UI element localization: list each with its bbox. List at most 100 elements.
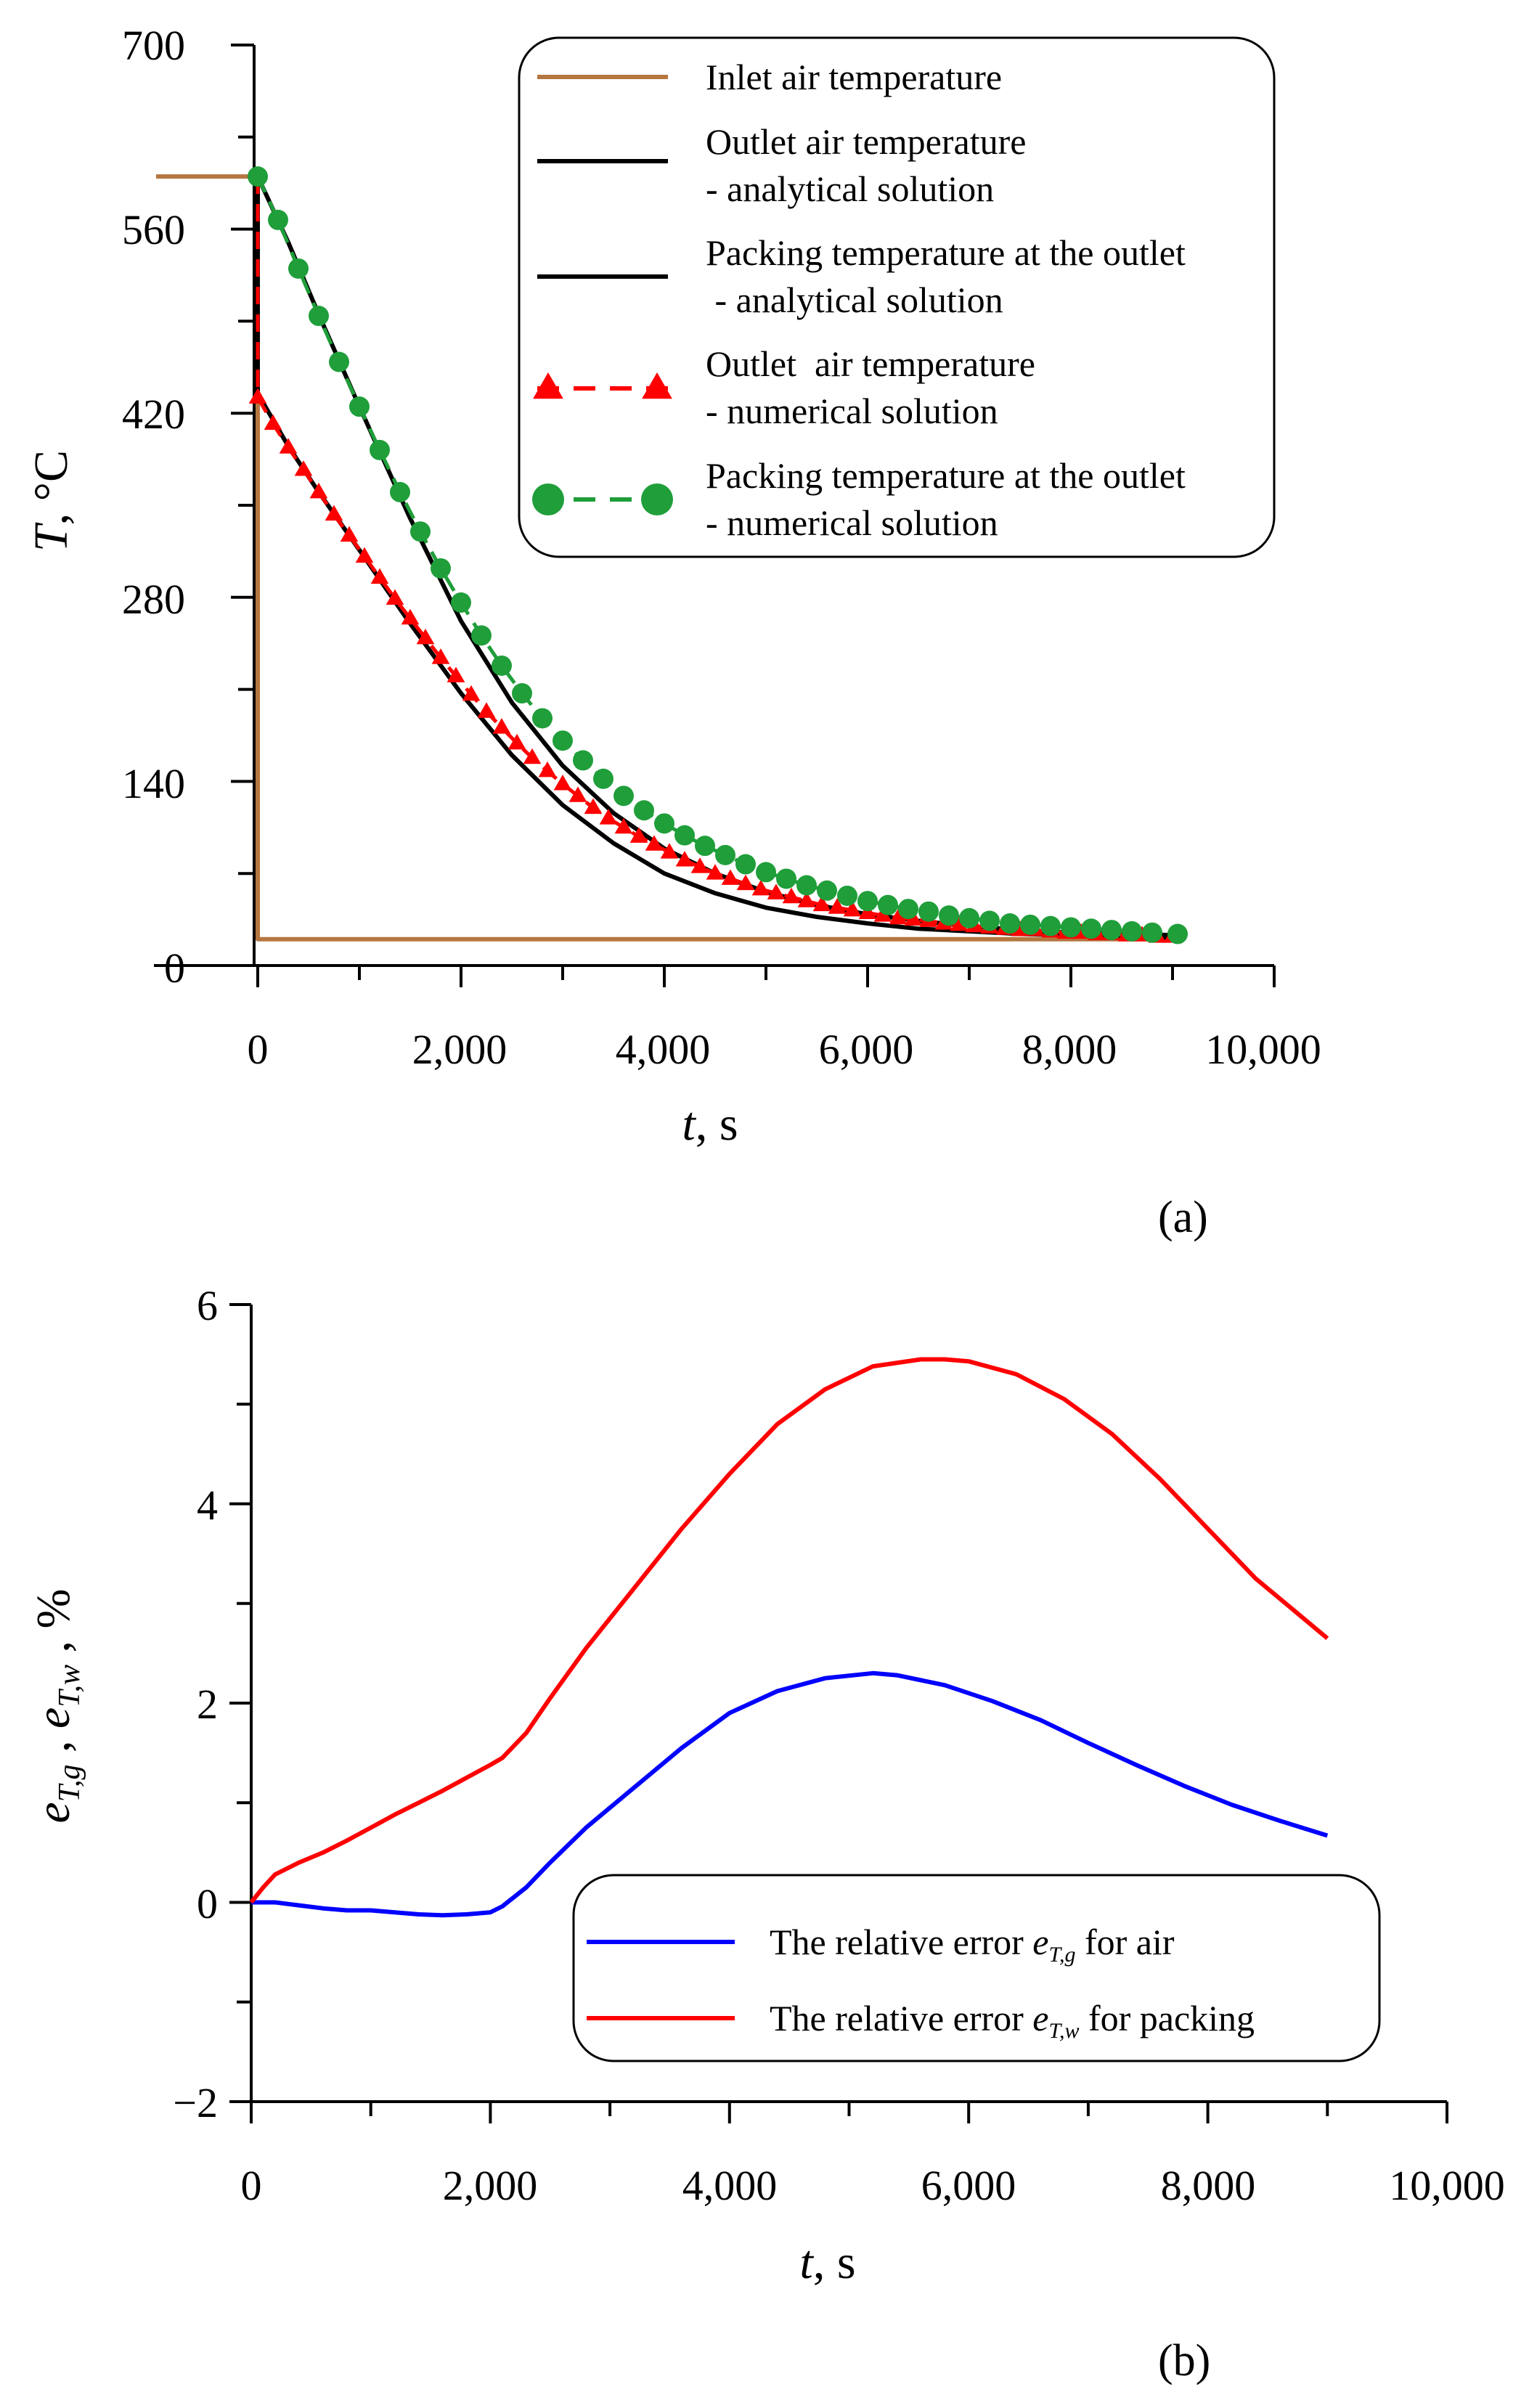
- panel-b-ytick-label: 4: [197, 1482, 218, 1529]
- legend-label-outlet-analytical-2: - analytical solution: [706, 168, 994, 209]
- panel-a-label-text: (a): [1158, 1193, 1208, 1242]
- legend-swatch-outlet-numerical: [533, 372, 672, 399]
- packing-numerical-marker: [796, 875, 817, 896]
- outlet-numerical-marker: [599, 809, 618, 825]
- packing-numerical-marker: [532, 708, 553, 729]
- outlet-numerical-marker: [309, 482, 328, 499]
- outlet-numerical-marker: [279, 438, 298, 454]
- packing-numerical-marker: [1101, 920, 1122, 941]
- packing-numerical-marker: [857, 891, 878, 912]
- panel-b-y-axis-title: eT,g , eT,w , %: [27, 1588, 86, 1823]
- panel-b-x-axis-unit: , s: [813, 2236, 856, 2289]
- packing-numerical-marker: [248, 166, 268, 187]
- legend-label-inlet: Inlet air temperature: [706, 57, 1002, 97]
- packing-numerical-marker: [837, 885, 857, 906]
- outlet-numerical-marker: [568, 786, 587, 802]
- series-error-packing-line: [249, 1357, 1329, 1904]
- panel-a-ytick-label: 140: [122, 760, 185, 807]
- outlet-numerical-marker: [889, 908, 908, 925]
- packing-numerical-marker: [1081, 918, 1101, 939]
- panel-a-x-axis-title: t, s: [682, 1098, 738, 1151]
- outlet-numerical-marker: [386, 589, 404, 605]
- outlet-numerical-marker: [264, 414, 282, 430]
- outlet-numerical-marker: [828, 898, 847, 914]
- legend-label-error-packing-sym: e: [1032, 1998, 1048, 2038]
- panel-b-xtick-label: 4,000: [682, 2162, 778, 2209]
- panel-b-y-axis-sub2: T,w: [53, 1665, 86, 1707]
- legend-circle-marker: [532, 483, 564, 515]
- outlet-numerical-marker: [706, 864, 725, 880]
- packing-numerical-marker: [288, 258, 309, 279]
- outlet-numerical-marker: [340, 526, 359, 542]
- outlet-numerical-marker: [507, 733, 526, 750]
- legend-label-error-air: The relative error eT,g for air: [770, 1922, 1175, 1967]
- legend-label-error-packing-sub: T,w: [1048, 2019, 1079, 2043]
- outlet-numerical-marker: [401, 608, 420, 625]
- panel-a-xtick-label: 2,000: [412, 1026, 507, 1073]
- outlet-numerical-marker: [248, 388, 267, 404]
- legend-label-outlet-numerical-1: Outlet air temperature: [706, 343, 1035, 384]
- packing-numerical-marker: [349, 396, 370, 417]
- legend-circle-marker: [641, 483, 673, 515]
- outlet-numerical-marker: [523, 748, 542, 764]
- outlet-numerical-marker: [736, 874, 755, 891]
- outlet-numerical-marker: [660, 843, 679, 859]
- outlet-numerical-marker: [843, 900, 862, 917]
- legend-triangle-marker: [533, 372, 563, 399]
- packing-numerical-marker: [593, 768, 613, 789]
- outlet-numerical-marker: [584, 798, 603, 815]
- legend-label-error-packing: The relative error eT,w for packing: [770, 1998, 1255, 2043]
- packing-numerical-marker: [979, 910, 1000, 931]
- packing-numerical-marker: [370, 439, 390, 460]
- panel-b-y-axis-e1: e: [27, 1802, 80, 1823]
- panel-a-xtick-label: 4,000: [616, 1026, 711, 1073]
- packing-numerical-marker: [918, 901, 939, 922]
- packing-numerical-marker: [959, 907, 979, 928]
- panel-a-label: (a): [1158, 1193, 1208, 1242]
- packing-numerical-marker: [512, 683, 532, 704]
- legend-label-error-air-post: for air: [1075, 1922, 1174, 1962]
- panel-a-legend-box: [518, 36, 1276, 558]
- panel-b-x-axis-title: t, s: [799, 2236, 855, 2289]
- packing-numerical-marker: [715, 844, 735, 865]
- packing-numerical-marker: [817, 880, 837, 901]
- legend-label-packing-analytical-2: - analytical solution: [706, 279, 1003, 320]
- packing-numerical-marker: [1167, 923, 1188, 944]
- panel-b-y-axis-sub1: T,g: [53, 1765, 86, 1803]
- panel-a-ytick-label: 0: [164, 944, 185, 992]
- outlet-numerical-marker: [477, 702, 496, 718]
- packing-numerical-marker: [431, 558, 451, 579]
- packing-numerical-marker: [553, 730, 573, 751]
- packing-numerical-marker: [471, 625, 492, 646]
- outlet-numerical-marker: [767, 883, 786, 899]
- panel-a-xtick-label: 10,000: [1205, 1026, 1321, 1073]
- legend-label-packing-numerical-1: Packing temperature at the outlet: [706, 455, 1186, 496]
- series-inlet-line: [156, 174, 1178, 942]
- legend-label-error-air-sub: T,g: [1048, 1943, 1075, 1967]
- packing-numerical-marker: [268, 209, 288, 230]
- panel-b-y-axis-unit: , %: [27, 1588, 80, 1664]
- outlet-numerical-marker: [812, 895, 831, 912]
- panel-a-xtick-label: 0: [248, 1026, 269, 1073]
- legend-label-error-air-sym: e: [1032, 1922, 1048, 1962]
- panel-b-chart: 6 4 2 0 −2 0 2,000 4,000 6,000 8,000 10,…: [27, 1282, 1505, 2385]
- panel-a-y-axis-var: T: [25, 522, 78, 552]
- packing-numerical-marker: [451, 592, 471, 613]
- packing-numerical-marker: [898, 899, 918, 920]
- packing-numerical-marker: [613, 785, 634, 807]
- panel-b-xtick-label: 8,000: [1161, 2162, 1256, 2209]
- outlet-numerical-marker: [614, 817, 633, 834]
- panel-a-legend: Inlet air temperature Outlet air tempera…: [518, 36, 1276, 558]
- outlet-numerical-marker: [462, 685, 481, 701]
- packing-numerical-marker: [329, 351, 349, 372]
- series-error-air-line: [251, 1670, 1329, 1918]
- outlet-numerical-marker: [416, 628, 435, 645]
- panel-b-legend: The relative error eT,g for air The rela…: [572, 1874, 1381, 2062]
- outlet-numerical-marker: [858, 903, 877, 919]
- panel-b-xtick-label: 6,000: [921, 2162, 1016, 2209]
- outlet-numerical-marker: [645, 835, 664, 851]
- panel-a-ytick-label: 420: [122, 391, 185, 438]
- panel-b-ytick-label: −2: [173, 2079, 218, 2126]
- panel-b-x-axis-var: t: [799, 2236, 814, 2289]
